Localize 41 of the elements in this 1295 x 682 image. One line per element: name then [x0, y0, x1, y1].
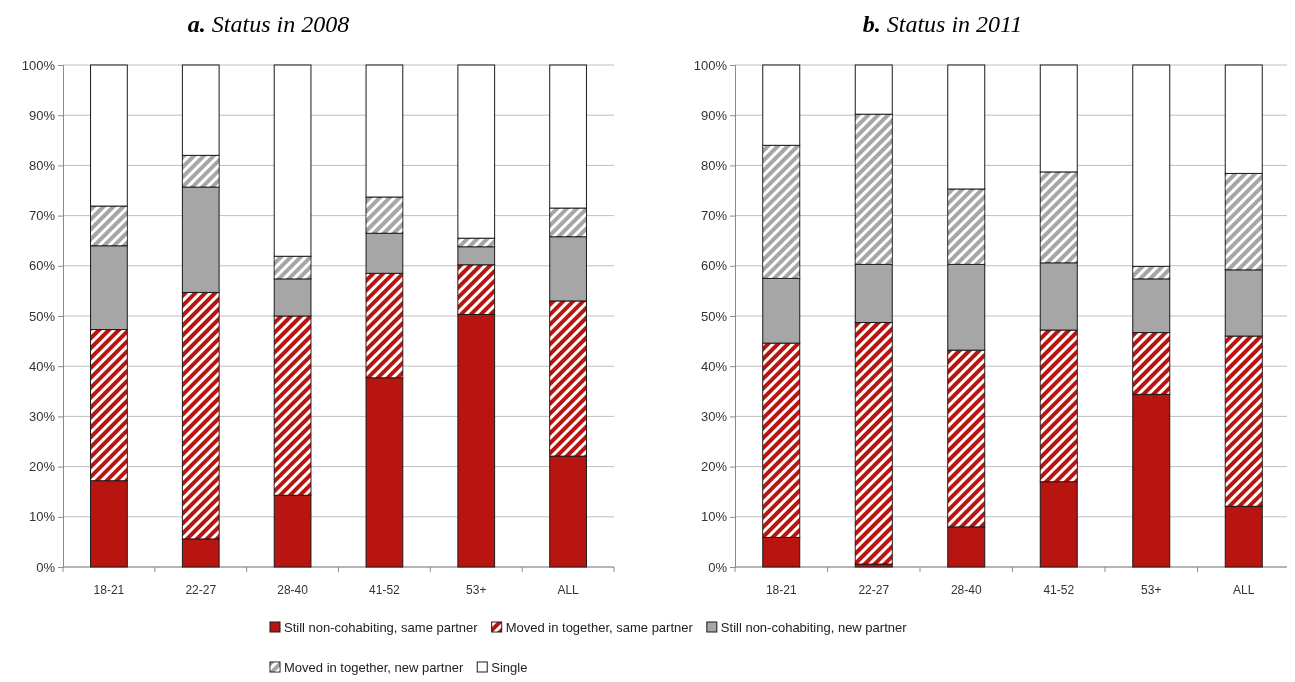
y-tick-label: 100% [21, 57, 56, 73]
x-tick-label: 18-21 [93, 583, 125, 597]
x-tick-label: 22-27 [858, 583, 890, 597]
x-tick-label: 53+ [1141, 583, 1162, 597]
y-tick-label: 70% [700, 208, 728, 224]
y-tick-label: 30% [28, 409, 56, 425]
y-tick-label: 0% [708, 559, 728, 575]
y-tick-label: 70% [28, 208, 56, 224]
y-tick-label: 100% [693, 57, 728, 73]
y-tick-label: 40% [700, 358, 728, 374]
y-tick-label: 10% [700, 509, 728, 525]
x-tick-label: 28-40 [277, 583, 309, 597]
y-tick-label: 80% [700, 158, 728, 174]
y-tick-label: 20% [700, 459, 728, 475]
y-tick-label: 40% [28, 358, 56, 374]
y-tick-label: 0% [36, 559, 56, 575]
chart-title: a. Status in 2008 [187, 11, 350, 37]
y-tick-label: 90% [28, 107, 56, 123]
y-tick-label: 30% [700, 409, 728, 425]
legend-label: Single [491, 660, 528, 675]
x-tick-label: 53+ [466, 583, 487, 597]
legend-label: Moved in together, new partner [284, 660, 464, 675]
y-tick-label: 10% [28, 509, 56, 525]
x-tick-label: 41-52 [369, 583, 401, 597]
x-tick-label: 18-21 [765, 583, 797, 597]
x-tick-label: 28-40 [950, 583, 982, 597]
y-tick-label: 60% [28, 258, 56, 274]
legend-label: Still non-cohabiting, same partner [284, 620, 479, 635]
x-tick-label: 22-27 [185, 583, 217, 597]
x-tick-label: ALL [557, 583, 580, 597]
y-tick-label: 60% [700, 258, 728, 274]
y-tick-label: 50% [28, 308, 56, 324]
legend-label: Moved in together, same partner [505, 620, 694, 635]
legend-label: Still non-cohabiting, new partner [720, 620, 908, 635]
y-tick-label: 80% [28, 158, 56, 174]
x-tick-label: 41-52 [1043, 583, 1075, 597]
y-tick-label: 50% [700, 308, 728, 324]
y-tick-label: 90% [700, 107, 728, 123]
chart-title: b. Status in 2011 [862, 11, 1023, 37]
x-tick-label: ALL [1233, 583, 1255, 597]
y-tick-label: 20% [28, 459, 56, 475]
